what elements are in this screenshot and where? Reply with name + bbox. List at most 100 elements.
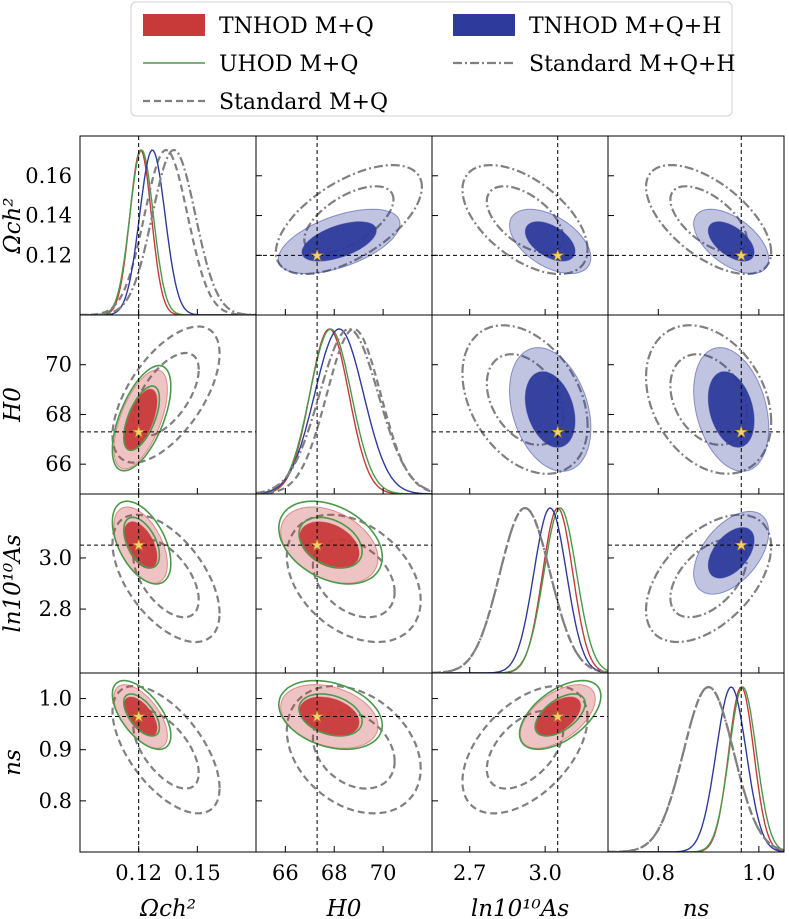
y-tick-label: 70	[45, 353, 72, 377]
marginal-standard-m-q	[256, 327, 432, 494]
legend-entry-standard-m-q-h: Standard M+Q+H	[453, 52, 736, 77]
contour-standard-m-q-h-1sigma	[485, 353, 565, 446]
contour-uhod-m-q-1sigma	[122, 516, 161, 569]
contour-standard-m-q-h-2sigma	[274, 164, 424, 276]
x-tick-label: 3.0	[528, 861, 561, 885]
x-tick-label: 1.0	[742, 861, 775, 885]
fiducial-star-icon: ★	[551, 246, 564, 264]
legend-entry-standard-m-q: Standard M+Q	[143, 90, 388, 115]
legend-label: TNHOD M+Q	[219, 14, 374, 39]
contour-standard-m-q-h-2sigma	[461, 163, 589, 276]
legend-label: UHOD M+Q	[219, 52, 358, 77]
marginal-tnhod-m-q-h	[80, 149, 256, 315]
x-tick-label: 68	[321, 861, 348, 885]
fiducial-star-icon: ★	[551, 707, 564, 725]
contour-uhod-m-q-2sigma	[111, 679, 172, 751]
panel-omch2-vs-H0: ★	[255, 135, 433, 316]
panel-omch2-vs-ns: ★	[607, 135, 785, 316]
axis-labels: 0.12 0.15 Ωch² 66 68 70 H0 2.7 3.0 ln10¹⁰As 0.8 1.0…	[0, 164, 776, 919]
fiducial-star-icon: ★	[132, 536, 145, 554]
contour-standard-m-q-2sigma	[285, 684, 422, 815]
x-axis-label-omch2: Ωch²	[139, 896, 196, 919]
legend: TNHOD M+Q TNHOD M+Q+H UHOD M+Q Standard M+Q…	[130, 1, 736, 117]
contour-uhod-m-q-2sigma	[111, 364, 172, 472]
panel-lnAs-vs-lnAs	[431, 493, 609, 674]
y-tick-label: 2.8	[39, 597, 72, 621]
contour-standard-m-q-h-1sigma	[303, 185, 395, 254]
contour-uhod-m-q-2sigma	[277, 500, 384, 585]
marginal-uhod-m-q	[80, 149, 256, 315]
panel-lnAs-vs-omch2: ★	[79, 493, 257, 674]
panel-frame	[79, 135, 257, 316]
contour-tnhod-m-q-h-1sigma	[301, 221, 377, 262]
panels: ★ ★ ★ ★ ★ ★ ★ ★ ★ ★ ★ ★	[79, 135, 785, 853]
panel-ns-vs-omch2: ★	[79, 672, 257, 853]
y-tick-label: 3.0	[39, 546, 72, 570]
contour-standard-m-q-h-2sigma	[644, 513, 773, 644]
fiducial-star-icon: ★	[132, 707, 145, 725]
contour-standard-m-q-2sigma	[111, 513, 221, 644]
marginal-uhod-m-q	[432, 507, 608, 673]
legend-label: Standard M+Q+H	[529, 52, 736, 77]
contour-standard-m-q-1sigma	[311, 538, 396, 619]
panel-H0-vs-lnAs: ★	[431, 314, 609, 495]
contour-uhod-m-q-1sigma	[298, 693, 363, 737]
legend-swatch	[143, 14, 205, 36]
x-tick-label: 2.7	[453, 861, 486, 885]
marginal-standard-m-q	[80, 148, 256, 315]
legend-entry-uhod-m-q: UHOD M+Q	[143, 52, 358, 77]
fiducial-star-icon: ★	[735, 536, 748, 554]
panel-lnAs-vs-ns: ★	[607, 493, 785, 674]
contour-uhod-m-q-1sigma	[534, 693, 586, 737]
marginal-standard-m-q-h	[432, 507, 608, 673]
contour-standard-m-q-1sigma	[485, 709, 565, 790]
fiducial-star-icon: ★	[310, 536, 323, 554]
panel-omch2-vs-lnAs: ★	[431, 135, 609, 316]
y-tick-label: 0.12	[25, 243, 72, 267]
panel-frame	[607, 672, 785, 853]
y-axis-label-lnAs: ln10¹⁰As	[0, 534, 26, 632]
contour-uhod-m-q-1sigma	[122, 385, 161, 452]
contour-standard-m-q-1sigma	[132, 709, 200, 790]
contour-uhod-m-q-2sigma	[277, 679, 384, 751]
panel-lnAs-vs-H0: ★	[255, 493, 433, 674]
y-axis-label-omch2: Ωch²	[0, 198, 26, 255]
contour-standard-m-q-2sigma	[461, 684, 589, 815]
fiducial-star-icon: ★	[735, 246, 748, 264]
contour-standard-m-q-h-2sigma	[644, 324, 773, 475]
x-tick-label: 0.12	[115, 861, 162, 885]
marginal-standard-m-q-h	[256, 327, 432, 494]
contour-uhod-m-q-1sigma	[122, 693, 161, 737]
y-axis-label-H0: H0	[0, 387, 26, 423]
contour-tnhod-m-q-h-1sigma	[524, 221, 576, 262]
panel-omch2-vs-omch2	[79, 135, 257, 316]
x-axis-label-ns: ns	[683, 896, 710, 919]
fiducial-star-icon: ★	[551, 423, 564, 441]
fiducial-star-icon: ★	[310, 707, 323, 725]
y-tick-label: 68	[45, 402, 72, 426]
panel-frame	[79, 493, 257, 674]
legend-swatch	[453, 14, 515, 36]
x-axis-label-H0: H0	[326, 896, 362, 919]
y-tick-label: 0.9	[39, 738, 72, 762]
legend-label: Standard M+Q	[219, 90, 388, 115]
panel-ns-vs-lnAs: ★	[431, 672, 609, 853]
y-tick-label: 0.16	[25, 164, 72, 188]
contour-standard-m-q-2sigma	[285, 513, 422, 644]
contour-uhod-m-q-2sigma	[518, 679, 602, 751]
y-tick-label: 0.14	[25, 204, 72, 228]
marginal-tnhod-m-q-h	[432, 507, 608, 673]
x-axis-label-lnAs: ln10¹⁰As	[471, 896, 569, 919]
contour-uhod-m-q-1sigma	[298, 516, 363, 569]
x-tick-label: 0.8	[642, 861, 675, 885]
contour-standard-m-q-2sigma	[111, 325, 221, 464]
contour-tnhod-m-q-h-1sigma	[707, 221, 755, 262]
y-tick-label: 1.0	[39, 687, 72, 711]
marginal-standard-m-q-h	[80, 148, 256, 315]
legend-label: TNHOD M+Q+H	[529, 14, 721, 39]
contour-standard-m-q-1sigma	[311, 709, 396, 790]
panel-ns-vs-ns	[607, 672, 785, 853]
contour-tnhod-m-q-h-1sigma	[707, 527, 755, 579]
panel-H0-vs-omch2: ★	[79, 314, 257, 495]
